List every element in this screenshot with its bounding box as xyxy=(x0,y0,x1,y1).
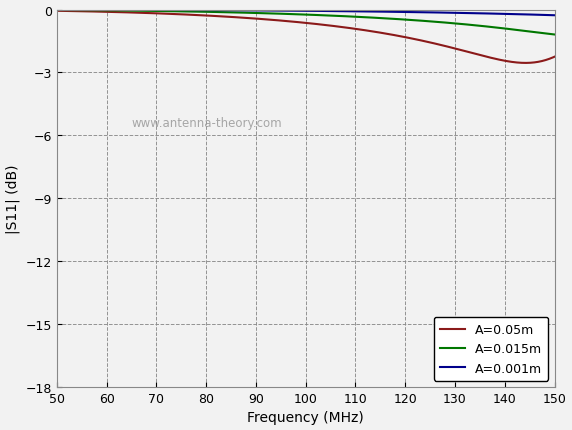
A=0.015m xyxy=(445,21,452,26)
Line: A=0.05m: A=0.05m xyxy=(57,12,554,64)
A=0.001m xyxy=(445,11,452,16)
A=0.001m xyxy=(282,9,289,14)
A=0.05m xyxy=(282,19,289,25)
A=0.001m xyxy=(537,13,543,18)
A=0.05m xyxy=(551,55,558,60)
A=0.001m xyxy=(53,8,60,13)
A=0.015m xyxy=(295,13,302,18)
Text: www.antenna-theory.com: www.antenna-theory.com xyxy=(132,117,282,130)
X-axis label: Frequency (MHz): Frequency (MHz) xyxy=(247,411,364,424)
Y-axis label: |S11| (dB): |S11| (dB) xyxy=(6,164,20,233)
A=0.015m xyxy=(282,12,289,17)
Legend: A=0.05m, A=0.015m, A=0.001m: A=0.05m, A=0.015m, A=0.001m xyxy=(434,317,548,381)
A=0.05m xyxy=(522,61,529,66)
A=0.05m xyxy=(53,9,60,14)
A=0.001m xyxy=(295,9,302,14)
A=0.001m xyxy=(551,14,558,19)
A=0.05m xyxy=(445,45,452,50)
A=0.015m xyxy=(551,33,558,38)
Line: A=0.015m: A=0.015m xyxy=(57,11,554,35)
A=0.015m xyxy=(537,31,543,36)
A=0.015m xyxy=(79,9,86,14)
A=0.015m xyxy=(537,31,543,36)
A=0.05m xyxy=(79,9,86,15)
A=0.001m xyxy=(79,8,86,13)
A=0.05m xyxy=(537,60,543,65)
A=0.05m xyxy=(537,60,544,65)
A=0.015m xyxy=(53,8,60,13)
A=0.05m xyxy=(295,21,302,26)
Line: A=0.001m: A=0.001m xyxy=(57,11,554,16)
A=0.001m xyxy=(537,13,543,18)
